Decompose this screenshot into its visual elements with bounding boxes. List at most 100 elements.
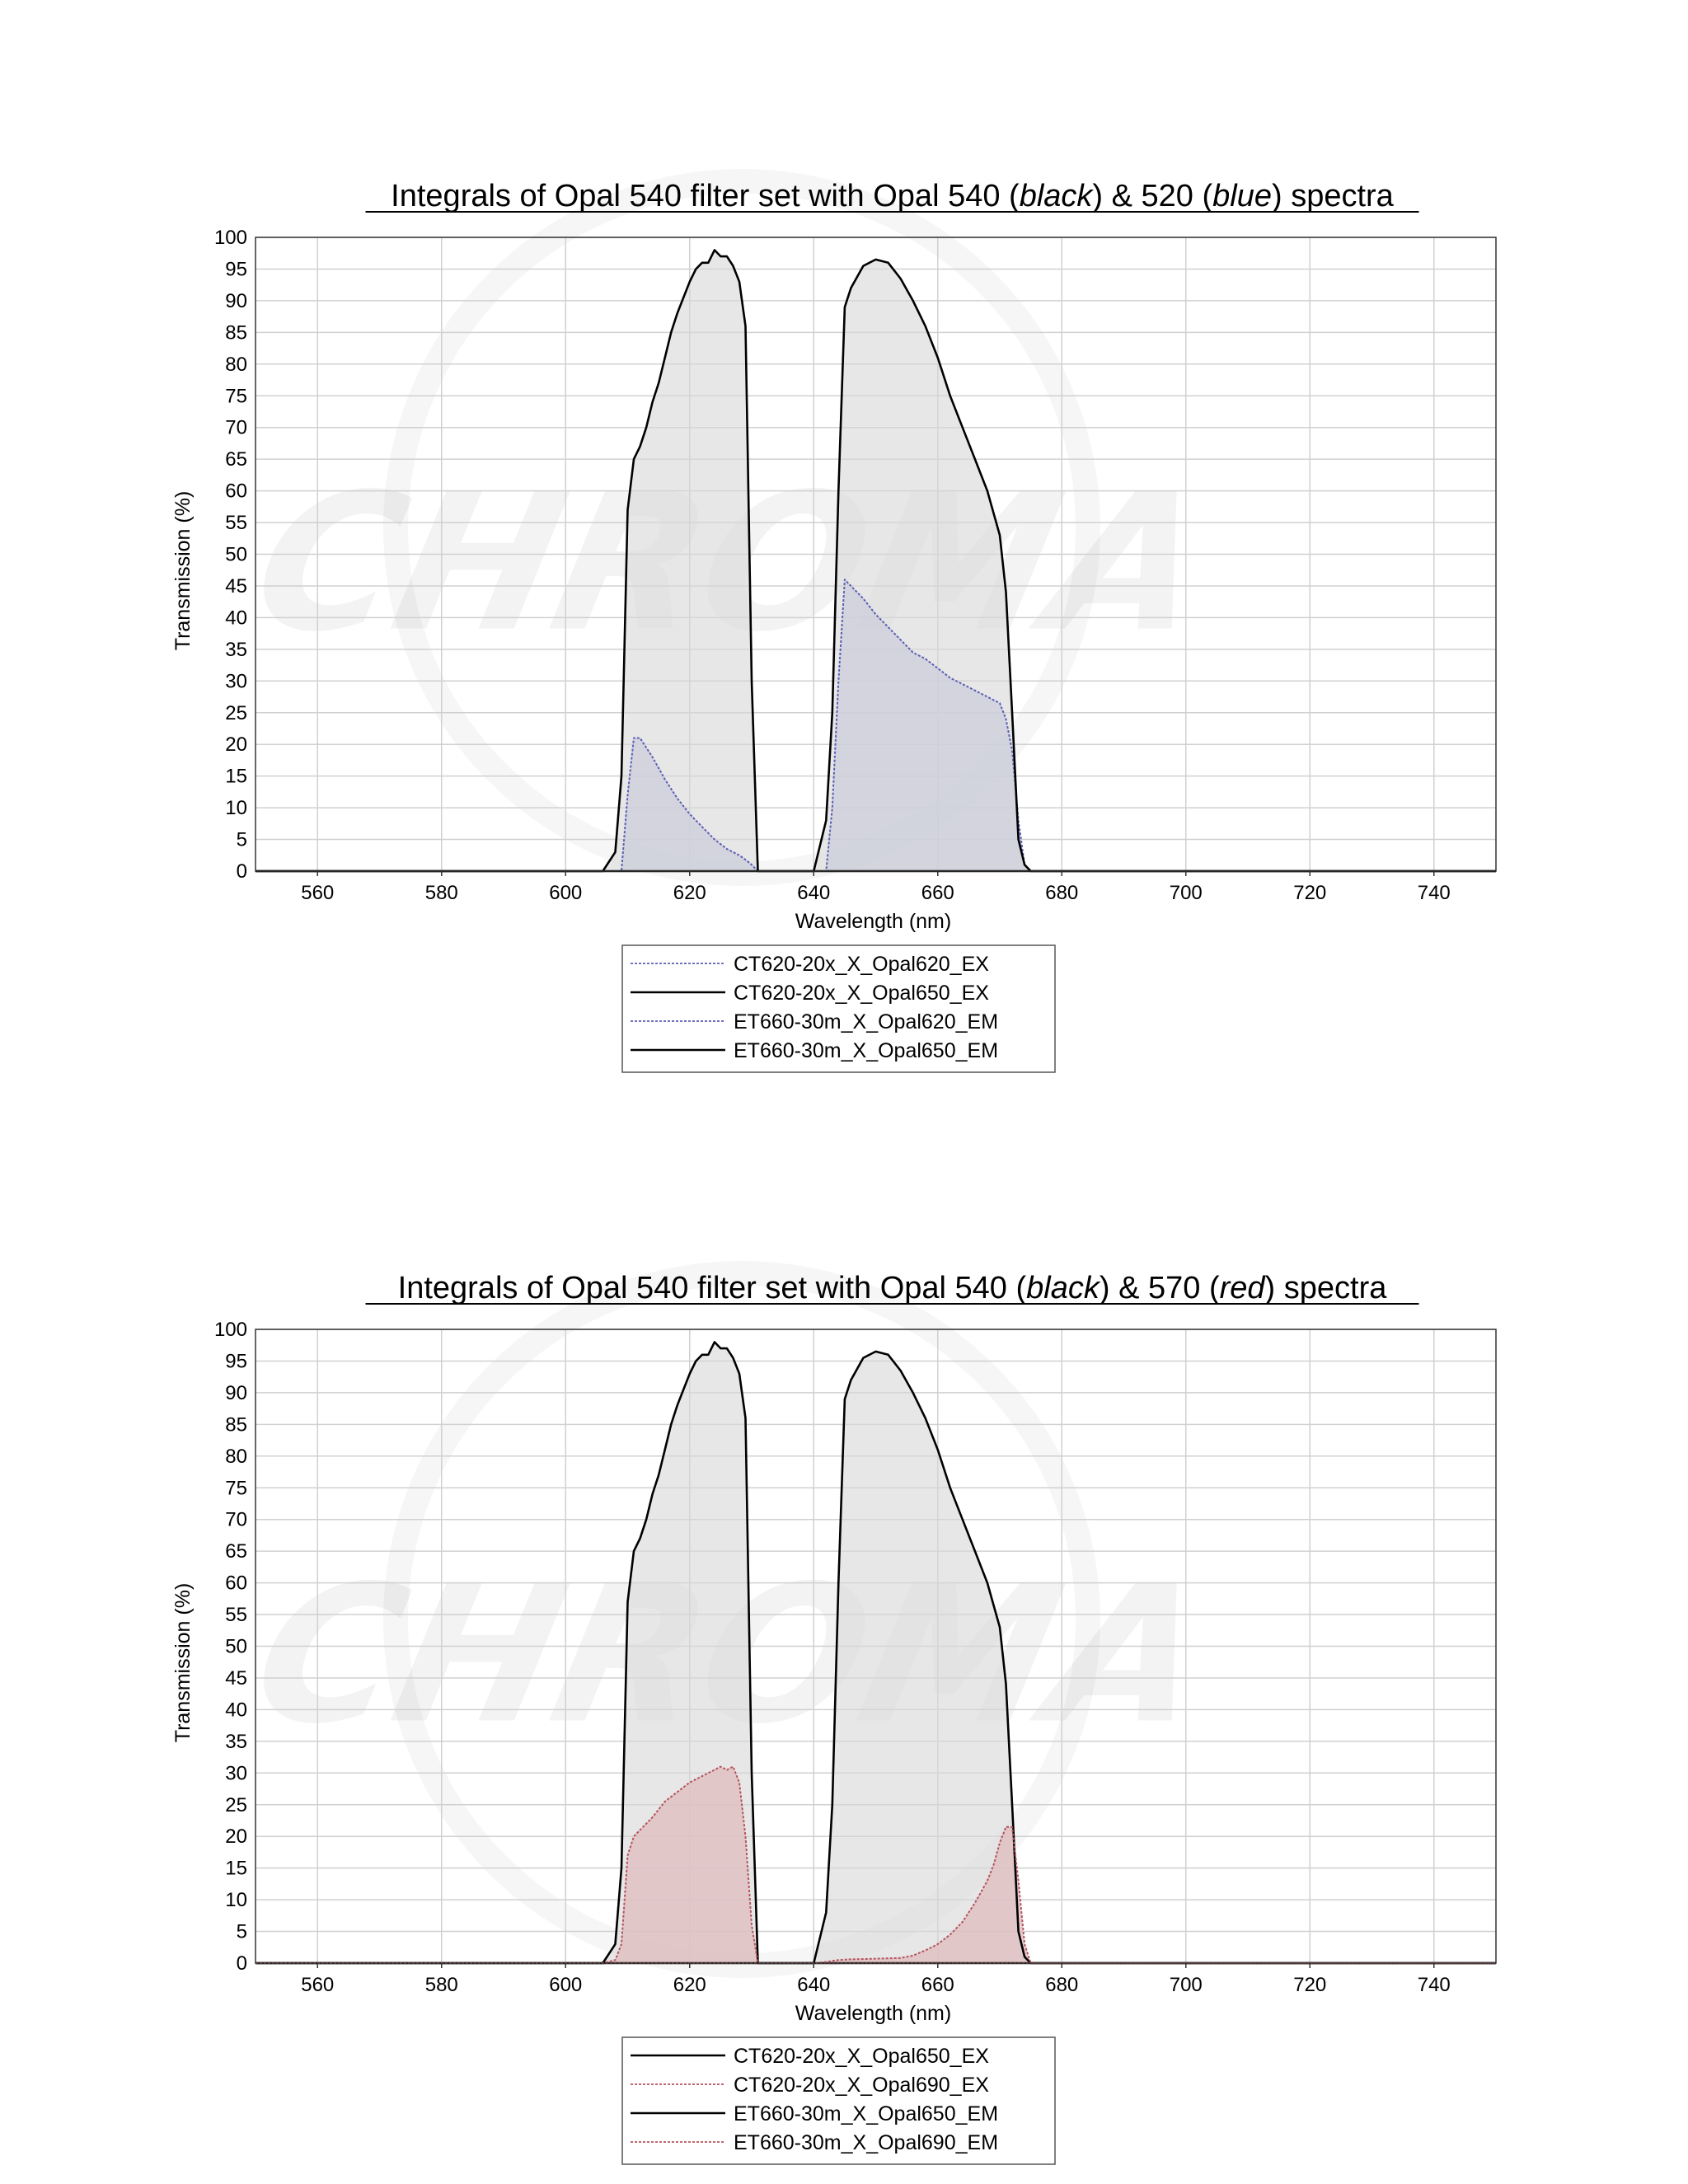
plot-border	[255, 237, 1497, 872]
y-tick-label: 50	[225, 544, 247, 566]
x-tick-label: 620	[673, 1974, 706, 1996]
series-line	[256, 258, 1496, 873]
series-line	[256, 579, 1496, 872]
x-tick-label: 580	[425, 1974, 458, 1996]
chart-title-part: Integrals of Opal 540 filter set with Op…	[391, 179, 1020, 213]
chart-title-part: black	[1020, 179, 1095, 213]
y-tick-label: 40	[225, 607, 247, 629]
y-tick-label: 90	[225, 290, 247, 312]
y-tick-label: 35	[225, 1731, 247, 1753]
y-tick-label: 45	[225, 575, 247, 598]
y-tick-label: 80	[225, 1446, 247, 1468]
legend-box	[621, 2036, 1056, 2165]
x-tick-label: 680	[1045, 882, 1078, 904]
y-tick-label: 5	[237, 1921, 247, 1943]
y-tick-label: 45	[225, 1667, 247, 1690]
chart-title-part: ) & 570 (	[1100, 1271, 1220, 1305]
series-area	[256, 1351, 1496, 1963]
x-tick-label: 600	[549, 882, 582, 904]
series-fills	[256, 250, 1496, 871]
y-tick-label: 100	[214, 1319, 247, 1341]
y-tick-label: 65	[225, 448, 247, 471]
chart-title-part: red	[1220, 1271, 1267, 1305]
chart-bottom: Integrals of Opal 540 filter set with Op…	[0, 1092, 1688, 2184]
plot-border	[255, 1329, 1497, 1964]
x-axis-label: Wavelength (nm)	[795, 910, 951, 933]
y-tick-label: 75	[225, 1477, 247, 1499]
y-tick-label: 0	[237, 860, 247, 883]
x-tick-label: 740	[1418, 1974, 1451, 1996]
x-tick-label: 600	[549, 1974, 582, 1996]
series-fills	[256, 1342, 1496, 1963]
chart-svg-bottom: Integrals of Opal 540 filter set with Op…	[171, 1271, 1497, 2165]
y-tick-label: 25	[225, 1794, 247, 1816]
y-tick-label: 10	[225, 797, 247, 819]
y-tick-label: 100	[214, 227, 247, 249]
x-tick-label: 740	[1418, 882, 1451, 904]
y-tick-label: 95	[225, 258, 247, 280]
y-axis-label: Transmission (%)	[171, 491, 195, 651]
legend-label: CT620-20x_X_Opal620_EX	[734, 953, 989, 976]
y-tick-label: 60	[225, 1572, 247, 1595]
y-tick-label: 60	[225, 480, 247, 503]
y-tick-label: 85	[225, 1413, 247, 1436]
series-line	[256, 1341, 1496, 1965]
series-line	[256, 249, 1496, 873]
y-tick-label: 75	[225, 385, 247, 407]
chart-svg-top: Integrals of Opal 540 filter set with Op…	[171, 179, 1497, 1073]
x-axis-label: Wavelength (nm)	[795, 2002, 951, 2025]
y-tick-label: 20	[225, 733, 247, 756]
chart-top: Integrals of Opal 540 filter set with Op…	[171, 179, 1497, 1073]
legend-label: ET660-30m_X_Opal620_EM	[734, 1010, 998, 1033]
x-tick-label: 660	[921, 1974, 954, 1996]
series-lines	[256, 1341, 1496, 1965]
y-tick-label: 10	[225, 1889, 247, 1911]
y-tick-label: 15	[225, 766, 247, 788]
x-tick-label: 700	[1170, 1974, 1203, 1996]
series-line	[256, 1350, 1496, 1965]
x-tick-label: 580	[425, 882, 458, 904]
legend-label: CT620-20x_X_Opal650_EX	[734, 2045, 989, 2068]
legend-label: CT620-20x_X_Opal650_EX	[734, 982, 989, 1005]
chart-title-part: Integrals of Opal 540 filter set with Op…	[398, 1271, 1027, 1305]
y-tick-label: 80	[225, 354, 247, 376]
chart-title-part: ) & 520 (	[1092, 179, 1212, 213]
legend-label: ET660-30m_X_Opal650_EM	[734, 2102, 998, 2125]
chart-title-part: black	[1026, 1271, 1101, 1305]
x-tick-label: 680	[1045, 1974, 1078, 1996]
x-tick-label: 720	[1293, 882, 1326, 904]
y-tick-label: 0	[237, 1952, 247, 1975]
series-line	[256, 737, 1496, 872]
x-tick-label: 700	[1170, 882, 1203, 904]
legend-label: CT620-20x_X_Opal690_EX	[734, 2074, 989, 2097]
x-tick-label: 620	[673, 882, 706, 904]
x-tick-label: 640	[797, 882, 830, 904]
y-tick-label: 65	[225, 1540, 247, 1563]
y-axis-label: Transmission (%)	[171, 1583, 195, 1743]
legend-label: ET660-30m_X_Opal650_EM	[734, 1039, 998, 1062]
x-tick-label: 560	[301, 882, 334, 904]
x-tick-label: 640	[797, 1974, 830, 1996]
y-tick-label: 25	[225, 702, 247, 724]
y-tick-label: 95	[225, 1350, 247, 1372]
chart-title-part: blue	[1212, 179, 1272, 213]
y-tick-label: 85	[225, 321, 247, 344]
chart-title-part: ) spectra	[1265, 1271, 1388, 1305]
y-tick-label: 55	[225, 1604, 247, 1626]
series-line	[256, 1825, 1496, 1964]
y-tick-label: 15	[225, 1858, 247, 1880]
legend: CT620-20x_X_Opal620_EX CT620-20x_X_Opal65…	[621, 944, 1056, 1073]
y-tick-label: 55	[225, 512, 247, 534]
legend: CT620-20x_X_Opal650_EX CT620-20x_X_Opal69…	[621, 2036, 1056, 2165]
y-tick-label: 50	[225, 1636, 247, 1658]
y-tick-label: 70	[225, 417, 247, 439]
x-tick-label: 660	[921, 882, 954, 904]
y-tick-label: 20	[225, 1825, 247, 1848]
y-tick-label: 70	[225, 1509, 247, 1531]
y-tick-label: 35	[225, 639, 247, 661]
x-tick-label: 720	[1293, 1974, 1326, 1996]
x-tick-label: 560	[301, 1974, 334, 1996]
legend-box	[621, 944, 1056, 1073]
y-tick-label: 30	[225, 670, 247, 692]
chart-title-part: ) spectra	[1272, 179, 1395, 213]
